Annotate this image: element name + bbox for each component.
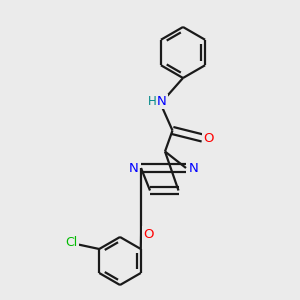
Text: N: N: [189, 161, 198, 175]
Text: O: O: [143, 227, 154, 241]
Text: N: N: [129, 161, 138, 175]
Text: N: N: [157, 94, 167, 108]
Text: H: H: [148, 94, 157, 108]
Text: O: O: [203, 131, 214, 145]
Text: Cl: Cl: [65, 236, 78, 249]
